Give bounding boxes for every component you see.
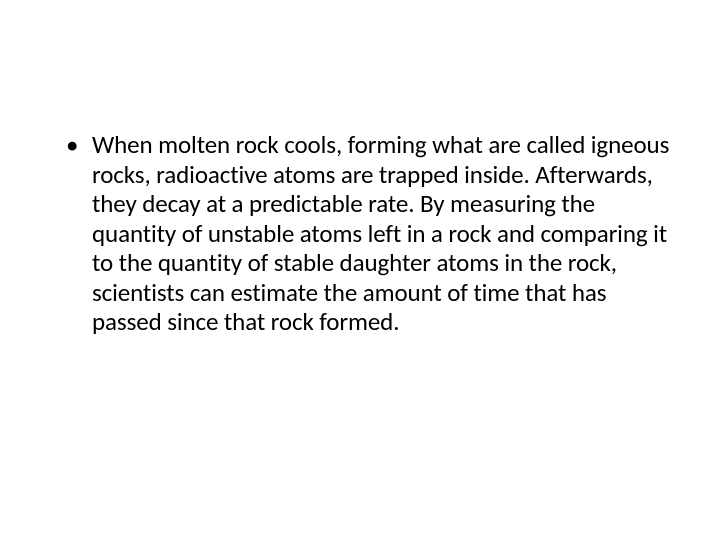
bullet-list: When molten rock cools, forming what are… [60,130,670,337]
bullet-text: When molten rock cools, forming what are… [92,129,669,337]
bullet-item: When molten rock cools, forming what are… [60,130,670,337]
body-text-area: When molten rock cools, forming what are… [60,130,670,337]
slide: When molten rock cools, forming what are… [0,0,720,540]
